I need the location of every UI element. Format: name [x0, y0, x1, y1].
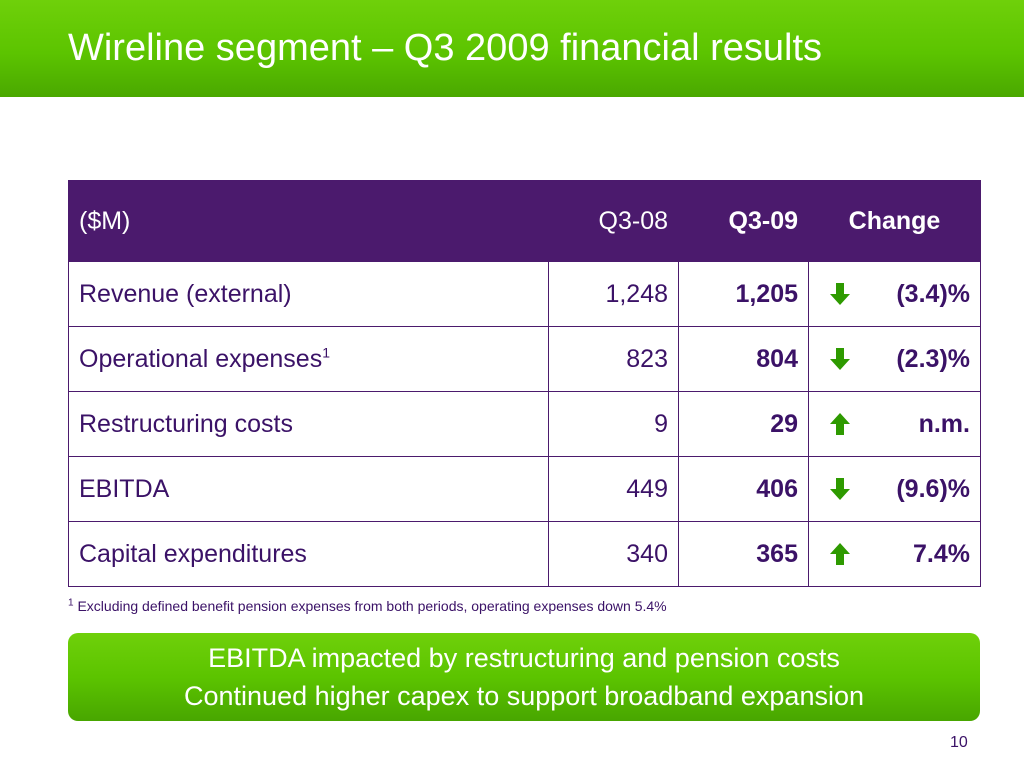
arrow-up-icon	[829, 542, 851, 566]
row-q3-08-value: 823	[549, 327, 679, 392]
callout-line-1: EBITDA impacted by restructuring and pen…	[68, 639, 980, 677]
row-q3-09-value: 804	[679, 327, 809, 392]
row-change-value: (9.6)%	[896, 475, 970, 504]
row-q3-08-value: 340	[549, 522, 679, 587]
row-q3-08-value: 449	[549, 457, 679, 522]
header-unit: ($M)	[69, 181, 549, 262]
financial-results-table: ($M) Q3-08 Q3-09 Change Revenue (externa…	[68, 180, 981, 587]
row-change-cell: 7.4%	[809, 522, 981, 587]
row-change-value: (2.3)%	[896, 345, 970, 374]
row-label: Restructuring costs	[79, 410, 293, 438]
arrow-down-icon	[829, 347, 851, 371]
footnote-mark: 1	[68, 597, 74, 608]
table-header-row: ($M) Q3-08 Q3-09 Change	[69, 181, 981, 262]
page-number: 10	[950, 734, 968, 752]
row-q3-09-value: 365	[679, 522, 809, 587]
row-q3-09-value: 29	[679, 392, 809, 457]
footnote: 1 Excluding defined benefit pension expe…	[68, 598, 667, 614]
arrow-up-icon	[829, 412, 851, 436]
header-q3-08: Q3-08	[549, 181, 679, 262]
arrow-down-icon	[829, 282, 851, 306]
table-row: EBITDA 449 406 (9.6)%	[69, 457, 981, 522]
row-change-value: 7.4%	[913, 540, 970, 569]
footnote-text: Excluding defined benefit pension expens…	[77, 598, 666, 614]
arrow-down-icon	[829, 477, 851, 501]
row-change-value: (3.4)%	[896, 280, 970, 309]
row-change-cell: (9.6)%	[809, 457, 981, 522]
table-row: Restructuring costs 9 29 n.m.	[69, 392, 981, 457]
row-change-cell: (3.4)%	[809, 262, 981, 327]
title-bar: Wireline segment – Q3 2009 financial res…	[0, 0, 1024, 97]
slide-title: Wireline segment – Q3 2009 financial res…	[68, 24, 822, 72]
row-footnote-mark: 1	[322, 344, 330, 360]
table-row: Capital expenditures 340 365 7.4%	[69, 522, 981, 587]
header-change: Change	[809, 181, 981, 262]
row-change-value: n.m.	[919, 410, 970, 439]
row-change-cell: n.m.	[809, 392, 981, 457]
row-change-cell: (2.3)%	[809, 327, 981, 392]
row-label: Capital expenditures	[79, 540, 307, 568]
header-q3-09: Q3-09	[679, 181, 809, 262]
row-q3-09-value: 406	[679, 457, 809, 522]
callout-line-2: Continued higher capex to support broadb…	[68, 677, 980, 715]
row-q3-08-value: 9	[549, 392, 679, 457]
summary-callout: EBITDA impacted by restructuring and pen…	[68, 633, 980, 721]
row-label: Operational expenses	[79, 345, 322, 373]
row-label-cell: EBITDA	[69, 457, 549, 522]
row-label: EBITDA	[79, 475, 169, 503]
row-q3-09-value: 1,205	[679, 262, 809, 327]
table-row: Revenue (external) 1,248 1,205 (3.4)%	[69, 262, 981, 327]
row-label: Revenue (external)	[79, 280, 292, 308]
row-q3-08-value: 1,248	[549, 262, 679, 327]
row-label-cell: Operational expenses1	[69, 327, 549, 392]
row-label-cell: Capital expenditures	[69, 522, 549, 587]
row-label-cell: Revenue (external)	[69, 262, 549, 327]
row-label-cell: Restructuring costs	[69, 392, 549, 457]
table-row: Operational expenses1 823 804 (2.3)%	[69, 327, 981, 392]
